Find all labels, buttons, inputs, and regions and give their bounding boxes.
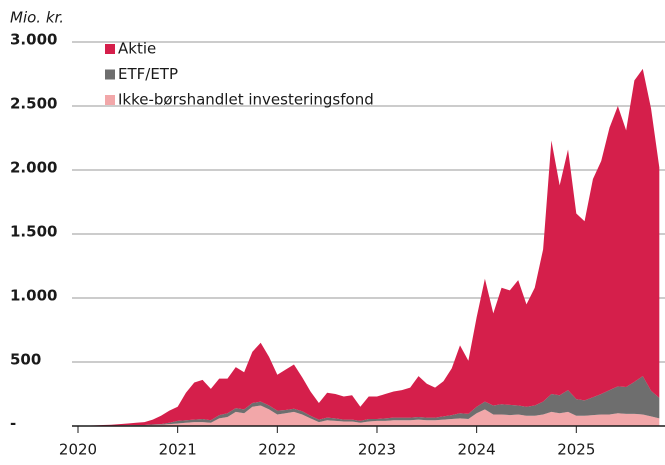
y-tick-label: 1.500 [10, 223, 57, 241]
legend-label: ETF/ETP [118, 65, 178, 83]
y-tick-label: 1.000 [10, 287, 57, 305]
x-tick-label: 2022 [258, 441, 296, 459]
y-tick-label: 2.500 [10, 95, 57, 113]
x-tick-label: 2021 [159, 441, 197, 459]
area [78, 376, 660, 426]
x-tick-label: 2020 [59, 441, 97, 459]
y-axis-label: Mio. kr. [10, 9, 64, 27]
y-tick-label: 2.000 [10, 159, 57, 177]
legend-swatch [105, 95, 115, 105]
x-tick-label: 2025 [557, 441, 595, 459]
legend-swatch [105, 69, 115, 80]
legend-swatch [105, 44, 115, 54]
area [78, 68, 660, 426]
legend-label: Aktie [118, 40, 156, 58]
y-tick-label: 500 [10, 351, 41, 369]
x-tick-label: 2024 [458, 441, 496, 459]
y-tick-label: 3.000 [10, 31, 57, 49]
area [78, 405, 660, 426]
legend-label: Ikke-børshandlet investeringsfond [118, 91, 374, 109]
y-tick-label: - [10, 415, 16, 433]
x-tick-label: 2023 [358, 441, 396, 459]
